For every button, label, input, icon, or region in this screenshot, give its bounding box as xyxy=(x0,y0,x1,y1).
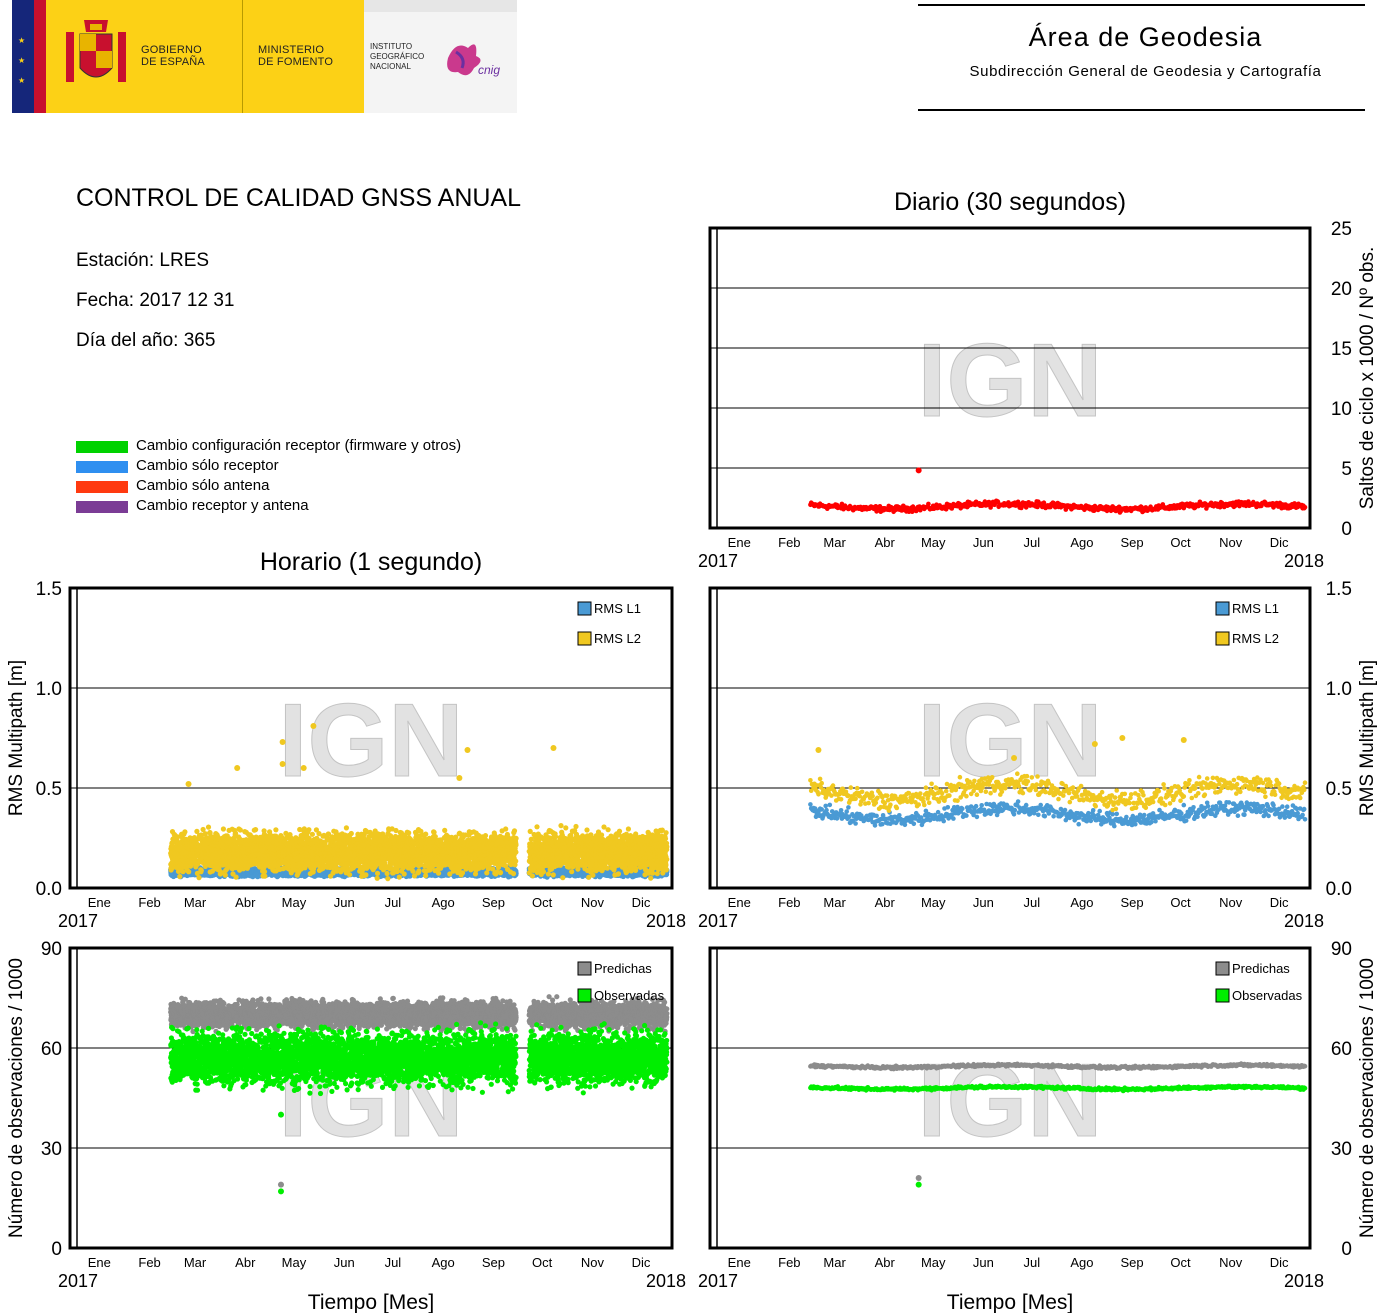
data-point xyxy=(926,502,931,507)
x-tick-label: Mar xyxy=(823,535,846,550)
x-tick-label: May xyxy=(921,535,946,550)
y-tick-label: 25 xyxy=(1331,219,1352,240)
y-tick-label: 5 xyxy=(1341,459,1352,480)
y-tick-label: 10 xyxy=(1331,399,1352,420)
x-tick-label: Abr xyxy=(875,535,896,550)
chart-slips-daily: IGN 0 5 10 15 20 25 Ene Feb Mar Abr May Jun Jul Ago Sep… xyxy=(698,219,1378,571)
ign-watermark: IGN xyxy=(279,683,464,799)
ign-watermark: IGN xyxy=(918,323,1103,439)
x-tick-label: Jul xyxy=(1024,535,1041,550)
data-point xyxy=(1303,505,1308,510)
x-tick-label: Feb xyxy=(778,535,800,550)
x-tick-label: Sep xyxy=(1120,535,1143,550)
x-end-label: 2018 xyxy=(1284,551,1324,571)
x-tick-label: Jun xyxy=(973,535,994,550)
data-point-outlier xyxy=(916,467,922,473)
x-tick-label: Oct xyxy=(1170,535,1191,550)
x-start-label: 2017 xyxy=(698,551,738,571)
y-axis-title: Saltos de ciclo x 1000 / Nº obs. xyxy=(1357,247,1378,510)
y-tick-label: 20 xyxy=(1331,279,1352,300)
x-tick-label: Ago xyxy=(1070,535,1093,550)
y-tick-label: 0 xyxy=(1341,519,1352,540)
x-tick-label: Ene xyxy=(728,535,751,550)
x-tick-label: Dic xyxy=(1270,535,1289,550)
series-points xyxy=(808,467,1307,514)
y-tick-label: 15 xyxy=(1331,339,1352,360)
x-tick-label: Nov xyxy=(1219,535,1243,550)
